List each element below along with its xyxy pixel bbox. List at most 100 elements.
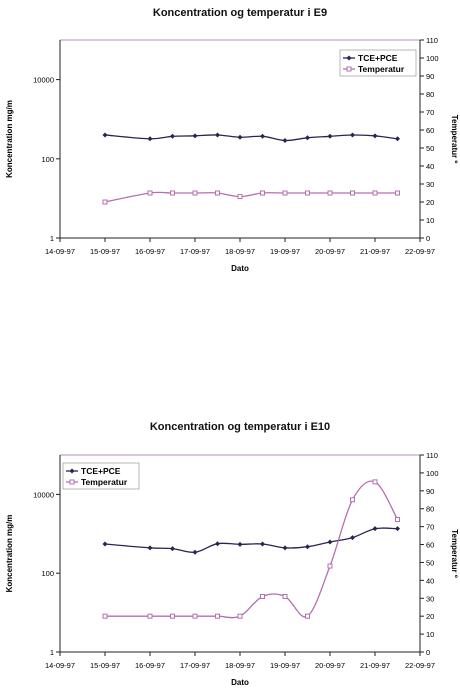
legend-box bbox=[62, 462, 140, 490]
data-point bbox=[237, 613, 243, 619]
y2-axis-label: Temperatur º bbox=[450, 115, 459, 164]
left-tick-label: 100 bbox=[41, 569, 54, 578]
x-tick-label: 14-09-97 bbox=[45, 661, 75, 670]
data-point bbox=[372, 526, 378, 532]
x-tick-label: 20-09-97 bbox=[315, 247, 345, 256]
right-tick-label: 80 bbox=[426, 90, 434, 99]
left-tick-label: 10000 bbox=[33, 490, 54, 499]
data-point bbox=[237, 194, 243, 200]
legend-label: TCE+PCE bbox=[81, 466, 121, 476]
data-point bbox=[215, 132, 220, 138]
right-tick-label: 10 bbox=[426, 630, 434, 639]
data-point bbox=[237, 134, 243, 140]
data-point bbox=[147, 136, 153, 142]
right-tick-label: 20 bbox=[426, 198, 434, 207]
right-tick-label: 90 bbox=[426, 487, 434, 496]
right-tick-label: 50 bbox=[426, 558, 434, 567]
data-point bbox=[282, 190, 288, 196]
data-point bbox=[305, 613, 310, 619]
x-axis-label: Dato bbox=[231, 264, 249, 273]
right-tick-label: 20 bbox=[426, 612, 434, 621]
data-point bbox=[350, 190, 355, 196]
data-point bbox=[192, 190, 198, 196]
right-tick-label: 40 bbox=[426, 162, 434, 171]
left-tick-label: 100 bbox=[41, 155, 54, 164]
right-tick-label: 110 bbox=[426, 451, 438, 460]
x-tick-label: 16-09-97 bbox=[135, 247, 165, 256]
data-point bbox=[215, 190, 220, 196]
data-point bbox=[237, 541, 243, 547]
x-tick-label: 22-09-97 bbox=[405, 247, 435, 256]
data-point bbox=[350, 535, 355, 541]
right-tick-label: 60 bbox=[426, 541, 434, 550]
y-axis-label: Koncentration mg/m bbox=[5, 100, 14, 178]
chart-title: Koncentration og temperatur i E9 bbox=[153, 7, 327, 19]
legend-box bbox=[339, 49, 417, 77]
data-point bbox=[170, 190, 175, 196]
right-tick-label: 100 bbox=[426, 54, 439, 63]
data-point bbox=[305, 135, 310, 141]
x-tick-label: 20-09-97 bbox=[315, 661, 345, 670]
data-point bbox=[305, 190, 310, 196]
data-point bbox=[327, 563, 333, 569]
legend-label: Temperatur bbox=[81, 477, 128, 487]
data-point bbox=[102, 199, 108, 205]
right-tick-label: 90 bbox=[426, 72, 434, 81]
x-tick-label: 21-09-97 bbox=[360, 661, 390, 670]
right-tick-label: 40 bbox=[426, 576, 434, 585]
data-point bbox=[170, 613, 175, 619]
data-point bbox=[305, 544, 310, 550]
x-tick-label: 15-09-97 bbox=[90, 247, 120, 256]
legend-label: TCE+PCE bbox=[358, 53, 398, 63]
right-tick-label: 50 bbox=[426, 144, 434, 153]
data-point bbox=[260, 133, 265, 139]
right-tick-label: 80 bbox=[426, 505, 434, 514]
data-point bbox=[395, 516, 400, 522]
y-axis-label: Koncentration mg/m bbox=[5, 515, 14, 593]
right-tick-label: 10 bbox=[426, 216, 434, 225]
left-tick-label: 1 bbox=[50, 234, 54, 243]
right-tick-label: 60 bbox=[426, 126, 434, 135]
right-tick-label: 30 bbox=[426, 594, 434, 603]
x-tick-label: 18-09-97 bbox=[225, 247, 255, 256]
data-point bbox=[395, 190, 400, 196]
right-tick-label: 110 bbox=[426, 36, 438, 45]
right-tick-label: 0 bbox=[426, 234, 430, 243]
x-tick-label: 19-09-97 bbox=[270, 661, 300, 670]
x-tick-label: 18-09-97 bbox=[225, 661, 255, 670]
data-point bbox=[260, 541, 265, 547]
chart-1: Koncentration og temperatur i E9 1 100 100 0… bbox=[5, 7, 459, 273]
x-tick-label: 15-09-97 bbox=[90, 661, 120, 670]
data-point bbox=[327, 133, 333, 139]
data-point bbox=[102, 613, 108, 619]
x-tick-label: 16-09-97 bbox=[135, 661, 165, 670]
x-axis-label: Dato bbox=[231, 678, 249, 687]
x-tick-label: 17-09-97 bbox=[180, 661, 210, 670]
chart-title: Koncentration og temperatur i E10 bbox=[150, 421, 330, 433]
right-tick-label: 0 bbox=[426, 648, 430, 657]
left-tick-label: 1 bbox=[50, 648, 54, 657]
legend-marker bbox=[346, 55, 352, 61]
series-temperatur bbox=[102, 479, 400, 619]
data-point bbox=[395, 526, 400, 532]
right-tick-label: 100 bbox=[426, 469, 439, 478]
chart-2: Koncentration og temperatur i E101100100… bbox=[5, 421, 459, 687]
data-point bbox=[282, 593, 288, 599]
data-point bbox=[192, 613, 198, 619]
x-tick-label: 19-09-97 bbox=[270, 247, 300, 256]
x-tick-label: 21-09-97 bbox=[360, 247, 390, 256]
data-point bbox=[192, 133, 198, 139]
data-point bbox=[372, 479, 378, 485]
right-tick-label: 30 bbox=[426, 180, 434, 189]
right-tick-label: 70 bbox=[426, 523, 434, 532]
series-tce-pce bbox=[102, 526, 400, 555]
data-point bbox=[170, 133, 175, 139]
data-point bbox=[192, 549, 198, 555]
y2-axis-label: Temperatur º bbox=[450, 529, 459, 578]
data-point bbox=[147, 613, 153, 619]
right-tick-label: 70 bbox=[426, 108, 434, 117]
data-point bbox=[350, 132, 355, 138]
